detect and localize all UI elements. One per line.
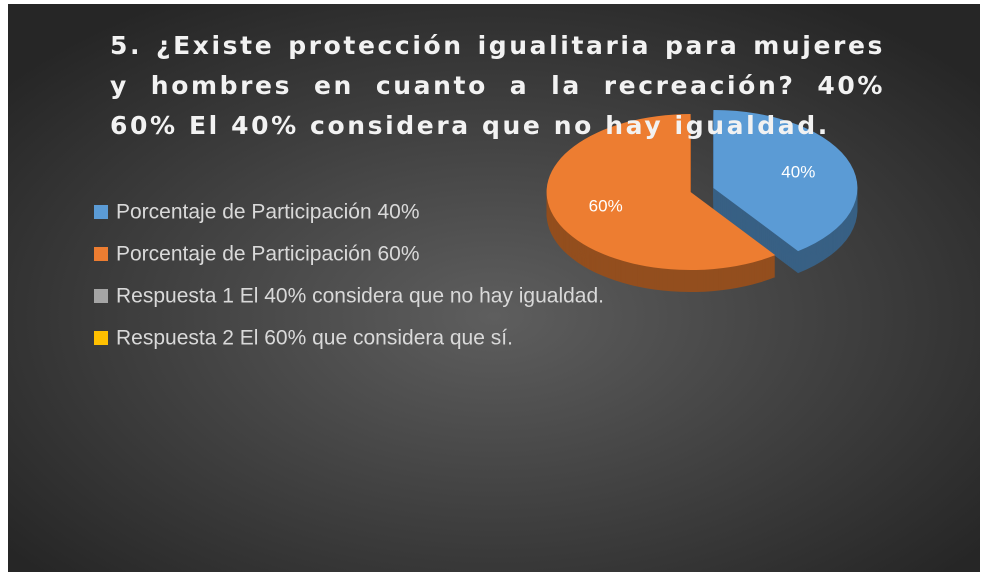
legend: Porcentaje de Participación 40% Porcentaj… [94,201,604,350]
legend-label: Porcentaje de Participación 60% [116,243,420,266]
legend-label: Porcentaje de Participación 40% [116,201,420,224]
slice [546,114,776,271]
legend-swatch [94,247,108,261]
legend-label: Respuesta 1 El 40% considera que no hay … [116,285,604,308]
data-label: 60% [589,196,623,215]
chart-title: 5. ¿Existe protección igualitaria para m… [110,31,885,140]
data-label: 40% [781,163,815,182]
chart-background [8,4,980,572]
legend-swatch [94,331,108,345]
legend-swatch [94,289,108,303]
pie: 40% 60% [546,109,858,293]
legend-swatch [94,205,108,219]
slice [713,109,858,252]
legend-label: Respuesta 2 El 60% que considera que sí. [116,327,513,350]
